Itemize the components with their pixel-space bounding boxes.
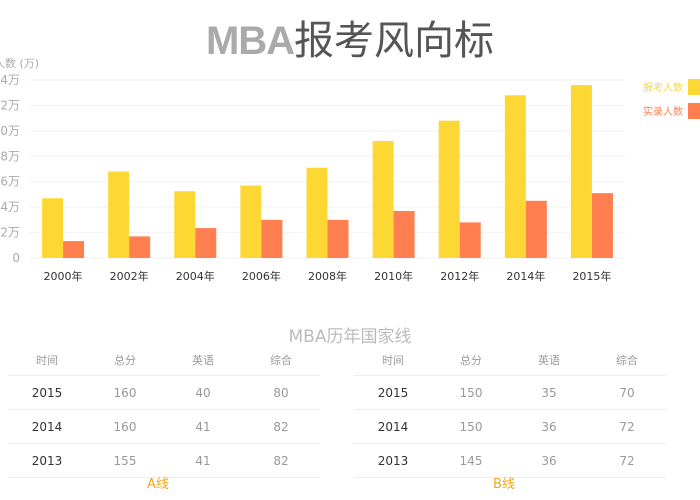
- bar-admitted: [327, 219, 349, 258]
- table-cell: 160: [86, 375, 164, 410]
- column-header: 综合: [242, 345, 320, 376]
- bar-applicants: [438, 120, 460, 258]
- table-header: 时间 总分 英语 综合: [8, 345, 320, 376]
- bar-admitted: [459, 222, 481, 258]
- bar-applicants: [108, 171, 130, 258]
- page-title: MBA报考风向标: [0, 8, 700, 66]
- table-cell: 72: [588, 409, 666, 444]
- table-cell: 70: [588, 375, 666, 410]
- table-cell: 41: [164, 409, 242, 444]
- table-a-line: 时间 总分 英语 综合 2015 160 40 80 2014 160 41 82 2013 155 41 8…: [8, 345, 320, 478]
- table-cell: 150: [432, 409, 510, 444]
- title-prefix: MBA: [205, 19, 295, 63]
- table-cell: 40: [164, 375, 242, 410]
- x-tick-label: 2008年: [308, 269, 347, 283]
- x-tick-label: 2006年: [242, 269, 281, 283]
- legend-label: 报考人数: [643, 81, 683, 94]
- bar-admitted: [129, 236, 151, 258]
- column-header: 英语: [510, 345, 588, 376]
- table-cell: 80: [242, 375, 320, 410]
- y-tick-label: 6万: [0, 175, 20, 189]
- bar-applicants: [240, 185, 262, 258]
- table-cell: 145: [432, 443, 510, 478]
- table-cell: 2013: [8, 443, 86, 478]
- x-tick-label: 2010年: [374, 269, 413, 283]
- bar-chart: 0 2万 4万 6万 8万 10万 12万 14万 人数 (万) 2000年 2002年 2004年 2…: [0, 57, 700, 283]
- title-main: 报考风向标: [294, 18, 495, 64]
- table-row: 2014 160 41 82: [8, 409, 320, 444]
- bar-admitted: [195, 228, 217, 258]
- table-b-caption: B线: [493, 477, 515, 492]
- bar-applicants: [174, 191, 196, 258]
- table-cell: 72: [588, 443, 666, 478]
- column-header: 综合: [588, 345, 666, 376]
- table-row: 2014 150 36 72: [354, 409, 666, 444]
- bar-applicants: [42, 198, 64, 258]
- table-cell: 2014: [354, 409, 432, 444]
- bar-admitted: [525, 200, 547, 258]
- table-cell: 41: [164, 443, 242, 478]
- y-tick-label: 12万: [0, 98, 20, 112]
- y-tick-label: 4万: [0, 200, 20, 214]
- column-header: 时间: [8, 345, 86, 376]
- legend-label: 实录人数: [643, 105, 683, 118]
- table-row: 2013 145 36 72: [354, 443, 666, 478]
- x-tick-label: 2000年: [44, 269, 83, 283]
- bar-admitted: [591, 193, 613, 258]
- column-header: 总分: [432, 345, 510, 376]
- table-b-line: 时间 总分 英语 综合 2015 150 35 70 2014 150 36 72 2013 145 36 7…: [354, 345, 666, 478]
- legend-swatch: [688, 103, 700, 119]
- bar-applicants: [504, 95, 526, 258]
- legend-swatch: [688, 79, 700, 95]
- x-tick-label: 2002年: [110, 269, 149, 283]
- table-cell: 155: [86, 443, 164, 478]
- table-header: 时间 总分 英语 综合: [354, 345, 666, 376]
- y-tick-label: 0: [12, 251, 20, 265]
- x-tick-label: 2004年: [176, 269, 215, 283]
- y-axis-label: 人数 (万): [0, 57, 39, 70]
- table-cell: 36: [510, 443, 588, 478]
- table-cell: 36: [510, 409, 588, 444]
- bar-applicants: [306, 167, 328, 258]
- table-cell: 82: [242, 409, 320, 444]
- table-cell: 2015: [8, 375, 86, 410]
- table-cell: 150: [432, 375, 510, 410]
- bar-admitted: [63, 241, 85, 258]
- table-row: 2013 155 41 82: [8, 443, 320, 478]
- y-tick-label: 8万: [0, 149, 20, 163]
- table-a-caption: A线: [147, 477, 169, 492]
- bar-admitted: [393, 210, 415, 258]
- table-cell: 2014: [8, 409, 86, 444]
- table-cell: 2013: [354, 443, 432, 478]
- y-tick-label: 10万: [0, 124, 20, 138]
- y-tick-label: 14万: [0, 73, 20, 87]
- table-row: 2015 160 40 80: [8, 375, 320, 410]
- column-header: 总分: [86, 345, 164, 376]
- x-tick-label: 2014年: [506, 269, 545, 283]
- x-tick-label: 2012年: [440, 269, 479, 283]
- column-header: 英语: [164, 345, 242, 376]
- table-cell: 160: [86, 409, 164, 444]
- table-row: 2015 150 35 70: [354, 375, 666, 410]
- x-tick-label: 2015年: [572, 269, 611, 283]
- bar-applicants: [372, 141, 394, 258]
- table-cell: 35: [510, 375, 588, 410]
- bar-admitted: [261, 219, 283, 258]
- y-tick-label: 2万: [0, 226, 20, 240]
- table-cell: 82: [242, 443, 320, 478]
- section-title: MBA历年国家线: [288, 327, 412, 347]
- table-cell: 2015: [354, 375, 432, 410]
- column-header: 时间: [354, 345, 432, 376]
- bar-applicants: [570, 85, 592, 258]
